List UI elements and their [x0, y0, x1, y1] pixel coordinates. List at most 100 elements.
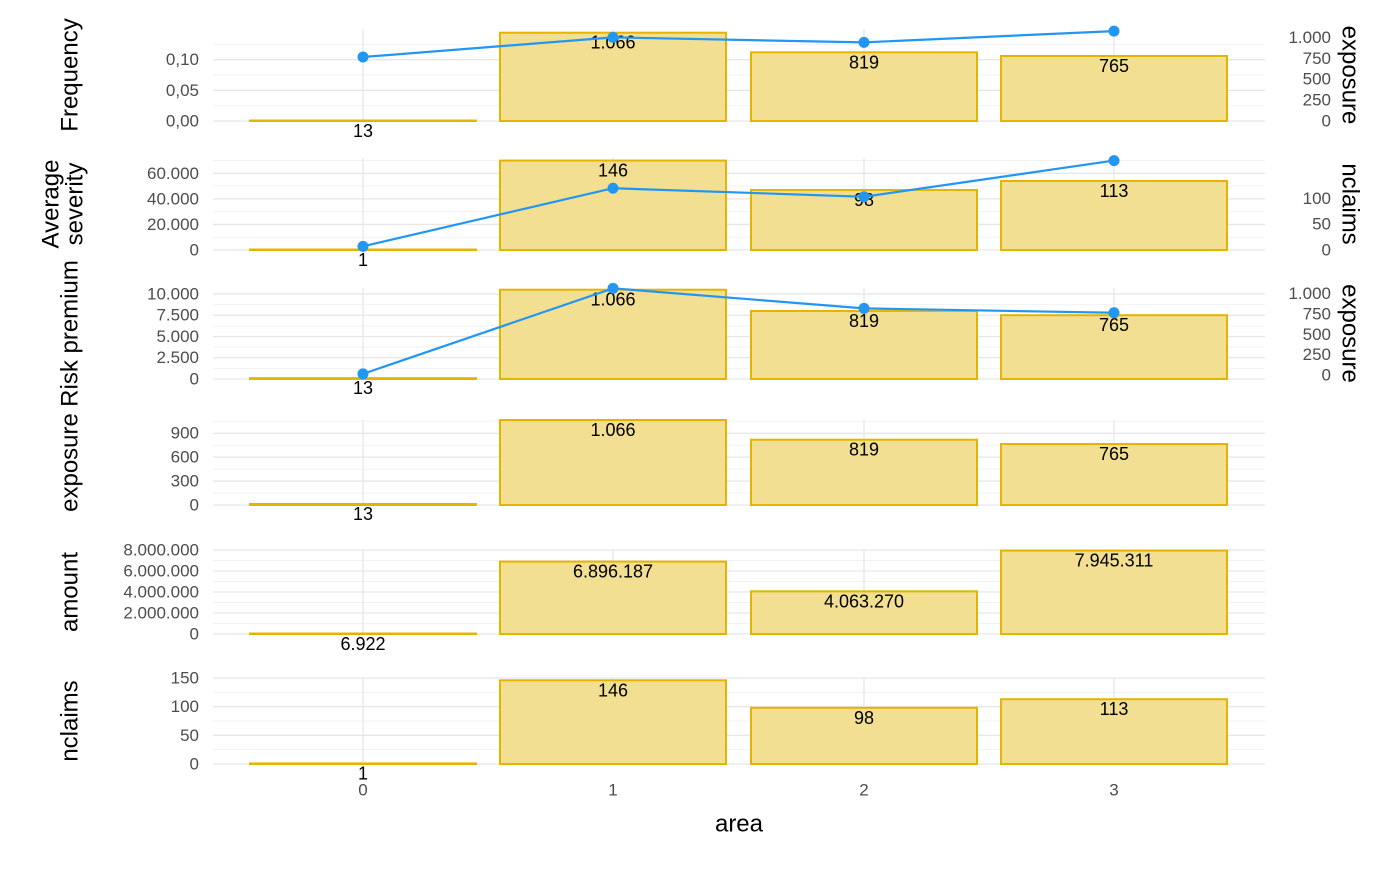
panel-3: 0 2.500 5.000 7.500 10.000 Risk premium 13 1.06…	[57, 260, 1364, 407]
y-tick-label: 8.000.000	[123, 541, 199, 560]
bar-2	[750, 706, 978, 766]
line-point-3	[1108, 307, 1120, 319]
bar-0	[249, 632, 477, 635]
y-tick-label: 5.000	[156, 327, 199, 346]
y-axis-title: Averageseverity	[37, 160, 88, 249]
y-tick-label: 60.000	[147, 164, 199, 183]
y-tick-label: 0	[190, 496, 199, 515]
y-tick-label: 0	[190, 241, 199, 260]
bar-label: 1.066	[590, 290, 635, 310]
y-tick-label: 7.500	[156, 306, 199, 325]
bar-1	[499, 31, 727, 122]
x-tick-label: 3	[1109, 781, 1118, 800]
y-tick-label: 100	[171, 697, 199, 716]
bar-label: 819	[849, 52, 879, 72]
bar-label: 13	[353, 121, 373, 141]
y2-tick-label: 1.000	[1288, 28, 1331, 47]
y2-tick-label: 1.000	[1288, 284, 1331, 303]
bar-label: 13	[353, 378, 373, 398]
bar-3	[1000, 180, 1228, 251]
y2-tick-label: 50	[1312, 215, 1331, 234]
bar-label: 7.945.311	[1075, 551, 1154, 571]
y2-tick-label: 0	[1322, 241, 1331, 260]
x-tick-label: 2	[859, 781, 868, 800]
y-tick-label: 50	[180, 726, 199, 745]
line-point-2	[858, 191, 870, 203]
line-point-2	[858, 36, 870, 48]
y-axis-title-line: severity	[61, 163, 88, 246]
y2-tick-label: 100	[1303, 189, 1331, 208]
x-tick-label: 0	[358, 781, 367, 800]
y-tick-label: 0	[190, 755, 199, 774]
y2-tick-label: 500	[1303, 325, 1331, 344]
bar-3	[1000, 443, 1228, 507]
bar-label: 819	[849, 440, 879, 460]
y-tick-label: 20.000	[147, 215, 199, 234]
y-tick-label: 2.500	[156, 348, 199, 367]
bar-2	[750, 438, 978, 507]
bar-3	[1000, 314, 1228, 381]
bar-0	[249, 762, 477, 766]
bar-1	[499, 159, 727, 251]
bar-label: 6.896.187	[573, 562, 653, 582]
y-tick-label: 150	[171, 669, 199, 688]
y2-tick-label: 750	[1303, 49, 1331, 68]
series-line	[362, 29, 1115, 59]
bar-label: 146	[598, 680, 628, 700]
line-point-2	[858, 302, 870, 314]
y-tick-label: 4.000.000	[123, 583, 199, 602]
x-axis-title: area	[715, 811, 764, 838]
bar-label: 98	[854, 708, 874, 728]
y-tick-label: 0	[190, 370, 199, 389]
y-axis-title: exposure	[57, 413, 84, 512]
bar-3	[1000, 698, 1228, 765]
y-tick-label: 6.000.000	[123, 562, 199, 581]
y2-tick-label: 0	[1322, 365, 1331, 384]
line-point-0	[357, 240, 369, 252]
y-axis-title: amount	[57, 552, 84, 632]
bar-0	[249, 502, 477, 506]
bar-label: 113	[1100, 181, 1129, 201]
bar-2	[750, 51, 978, 123]
y-tick-label: 900	[171, 424, 199, 443]
line-point-0	[357, 368, 369, 380]
line-point-3	[1108, 25, 1120, 37]
line-point-1	[607, 282, 619, 294]
bar-label: 4.063.270	[824, 591, 904, 611]
y-tick-label: 600	[171, 448, 199, 467]
bar-label: 1	[358, 763, 368, 783]
bar-label: 819	[849, 311, 879, 331]
y-tick-label: 0,10	[166, 50, 199, 69]
y2-tick-label: 250	[1303, 345, 1331, 364]
bar-3	[1000, 549, 1228, 635]
y-tick-label: 10.000	[147, 284, 199, 303]
panel-5: 0 2.000.000 4.000.000 6.000.000 8.000.000 amo…	[57, 541, 1265, 654]
bar-label: 765	[1099, 56, 1129, 76]
y2-tick-label: 750	[1303, 305, 1331, 324]
bar-2	[750, 590, 978, 636]
bar-1	[499, 679, 727, 765]
panel-6: 0 50 100 150 nclaims 1 146 98 113	[57, 669, 1265, 783]
bar-2	[750, 309, 978, 380]
y-axis-title: Risk premium	[57, 260, 84, 407]
line-point-0	[357, 51, 369, 63]
bar-label: 765	[1099, 444, 1129, 464]
line-point-3	[1108, 155, 1120, 167]
y2-axis-title: exposure	[1337, 284, 1364, 383]
bar-1	[499, 419, 727, 506]
x-tick-label: 1	[608, 781, 617, 800]
series-line	[362, 287, 1115, 375]
y-tick-label: 0,00	[166, 112, 199, 131]
panel-2: 020.00040.00060.000Averageseverity114698…	[37, 155, 1364, 270]
y-axis-title: Frequency	[57, 18, 84, 131]
bar-label: 113	[1100, 699, 1129, 719]
bar-0	[249, 119, 477, 122]
bar-1	[499, 288, 727, 380]
y-tick-label: 0	[190, 625, 199, 644]
bar-label: 1	[358, 250, 368, 270]
y2-tick-label: 250	[1303, 91, 1331, 110]
bar-label: 13	[353, 504, 373, 524]
line-point-1	[607, 31, 619, 43]
